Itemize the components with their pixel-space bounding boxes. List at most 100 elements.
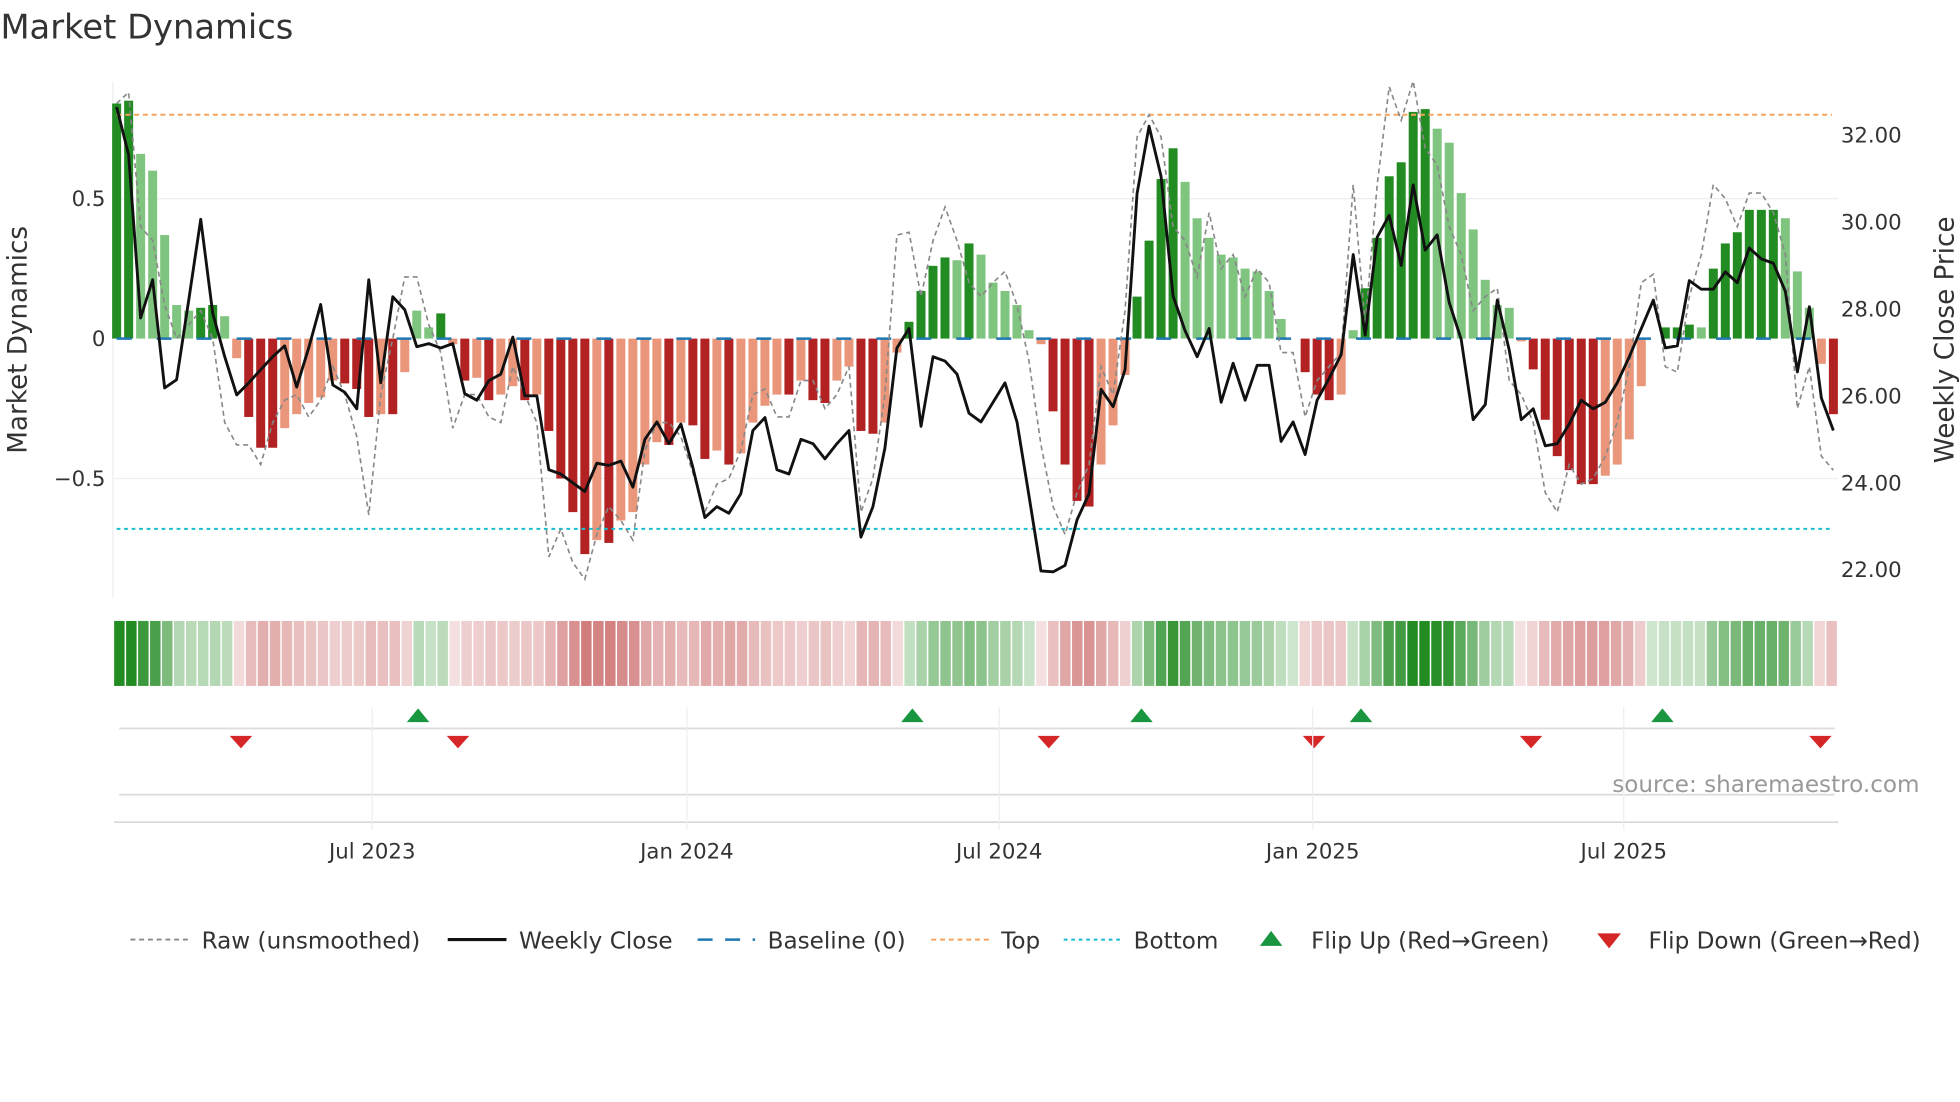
x-tick-label: Jan 2024 (638, 839, 734, 864)
dynamics-bar (256, 338, 266, 448)
heatmap-cell (1527, 620, 1538, 686)
dynamics-bar (1048, 338, 1058, 412)
heatmap-cell (1515, 620, 1526, 686)
heatmap-cell (1754, 620, 1766, 686)
heatmap-cell (1119, 620, 1131, 686)
heatmap-cell (736, 620, 748, 686)
heatmap-cell (1467, 620, 1478, 686)
dynamics-bar (1228, 257, 1238, 339)
dynamics-bar (616, 338, 626, 521)
heatmap-cell (1227, 620, 1239, 686)
dynamics-bar (1372, 237, 1382, 339)
heatmap-cell (126, 620, 137, 686)
dynamics-bar (328, 338, 338, 381)
heatmap-cell (377, 620, 389, 686)
dynamics-bar (304, 338, 314, 403)
heatmap-cell (1826, 620, 1837, 686)
legend-raw-label: Raw (unsmoothed) (202, 928, 421, 954)
dynamics-bar (280, 338, 290, 429)
heatmap-cell (868, 620, 879, 686)
heatmap-cell (437, 620, 448, 686)
heatmap-cell (1658, 620, 1670, 686)
flip-down-marker-icon (229, 735, 253, 749)
legend-flip-up-label: Flip Up (Red→Green) (1311, 928, 1549, 954)
dynamics-bar (1732, 232, 1742, 339)
flip-up-marker-icon (1130, 708, 1153, 723)
heatmap-cell (1539, 620, 1550, 686)
dynamics-bar (676, 338, 686, 423)
heatmap-cell (1682, 620, 1694, 686)
heatmap-cell (1239, 620, 1251, 686)
heatmap-cell (365, 620, 377, 686)
left-axis-ticks: 0.5 0 −0.5 (54, 187, 106, 492)
dynamics-bar (1576, 338, 1586, 485)
heatmap-cell (1407, 620, 1418, 686)
dynamics-bar (820, 338, 830, 403)
dynamics-bar (460, 338, 470, 381)
dynamics-bar (1012, 305, 1022, 339)
dynamics-bar (724, 338, 734, 465)
heatmap-cell (174, 620, 185, 686)
dynamics-bar (928, 265, 938, 339)
heatmap-cell (1395, 620, 1406, 686)
right-tick-label: 22.00 (1841, 558, 1902, 583)
heatmap-cell (712, 620, 724, 686)
dynamics-bar (1492, 305, 1502, 339)
right-tick-label: 24.00 (1841, 471, 1902, 496)
dynamics-bar (1540, 338, 1550, 420)
heatmap-cell (305, 620, 317, 686)
level-lines (116, 113, 1833, 530)
dynamics-bar (1168, 148, 1178, 339)
dynamics-bar (388, 338, 398, 415)
heatmap-cell (485, 620, 496, 686)
dynamics-bar (532, 338, 542, 395)
heatmap-cell (1179, 620, 1191, 686)
heatmap-cell (1670, 620, 1682, 686)
dynamics-bar (808, 338, 818, 401)
heatmap-cell (1491, 620, 1502, 686)
heatmap-cell (425, 620, 436, 686)
dynamics-bar (592, 338, 602, 541)
heatmap-cell (1000, 620, 1011, 686)
dynamics-bar (1324, 338, 1334, 401)
heatmap-cell (509, 620, 520, 686)
dynamics-bar (124, 100, 134, 339)
dynamics-bar (1516, 338, 1526, 342)
legend-close-label: Weekly Close (519, 928, 673, 954)
dynamics-bar (1024, 330, 1034, 339)
dynamics-bar (1696, 327, 1706, 339)
heatmap-cell (257, 620, 269, 686)
heatmap-cell (1646, 620, 1658, 686)
dynamics-bar (1312, 338, 1322, 395)
dynamics-bar (436, 313, 446, 339)
heatmap-cell (688, 620, 700, 686)
dynamics-bar (652, 338, 662, 443)
heatmap-cell (1131, 620, 1143, 686)
dynamics-bar (988, 282, 998, 339)
heatmap-cell (844, 620, 856, 686)
heatmap-cell (605, 620, 616, 686)
heatmap-cell (904, 620, 915, 686)
dynamics-bar (568, 338, 578, 513)
heatmap-cell (1814, 620, 1825, 686)
heatmap-cell (880, 620, 891, 686)
x-tick-label: Jul 2023 (327, 839, 415, 864)
dynamics-bar (292, 338, 302, 415)
dynamics-bar (856, 338, 866, 431)
dynamics-bar (916, 291, 926, 339)
dynamics-bar (832, 338, 842, 381)
dynamics-bar (148, 170, 158, 339)
heatmap-cell (1263, 620, 1275, 686)
dynamics-bar (976, 254, 986, 339)
heatmap-cell (916, 620, 927, 686)
dynamics-bar (412, 310, 422, 339)
heatmap-cell (1323, 620, 1334, 686)
dynamics-bar (1420, 109, 1430, 339)
legend-flip-down-label: Flip Down (Green→Red) (1648, 928, 1920, 954)
dynamics-bar (844, 338, 854, 367)
dynamics-bar (1240, 268, 1250, 339)
heatmap-cell (1107, 620, 1119, 686)
heatmap-cell (1215, 620, 1227, 686)
legend: Raw (unsmoothed) Weekly Close Baseline (0)… (130, 928, 1921, 954)
heatmap-cell (988, 620, 999, 686)
